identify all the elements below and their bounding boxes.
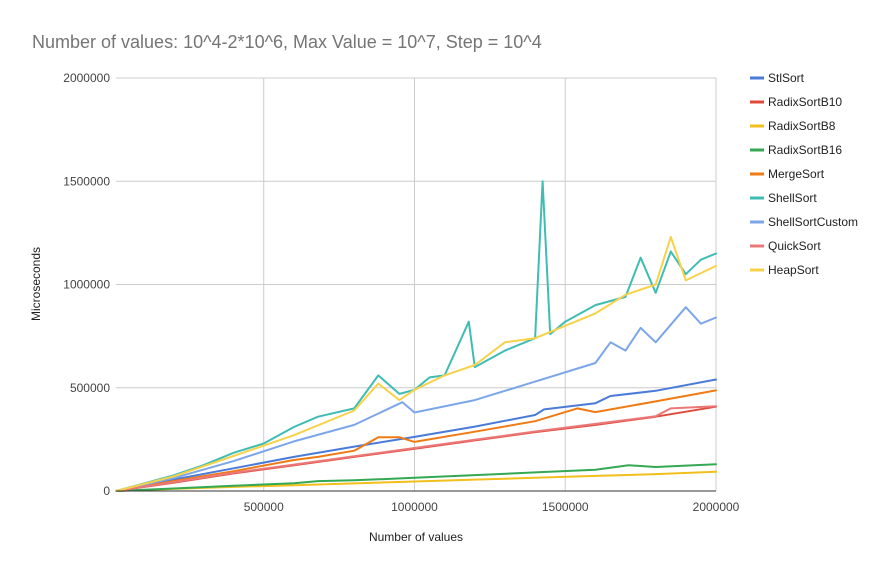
x-tick-label: 1500000 xyxy=(542,500,589,514)
series-line-mergesort xyxy=(115,389,717,492)
series-line-shellsortcustom xyxy=(115,306,717,492)
series-line-stlsort xyxy=(115,378,717,492)
series-line-radixsortb8 xyxy=(115,470,717,492)
x-tick-label: 2000000 xyxy=(693,500,740,514)
y-tick-label: 500000 xyxy=(70,381,110,395)
y-tick-label: 1000000 xyxy=(63,278,110,292)
legend-label-radixsortb8: RadixSortB8 xyxy=(768,119,836,133)
legend-label-stlsort: StlSort xyxy=(768,71,805,85)
series-line-shellsort xyxy=(115,180,717,492)
series-line-heapsort xyxy=(115,236,717,492)
y-tick-label: 1500000 xyxy=(63,174,110,188)
y-axis-title: Microseconds xyxy=(29,247,43,321)
legend-label-mergesort: MergeSort xyxy=(768,167,825,181)
y-tick-label: 2000000 xyxy=(63,71,110,85)
x-tick-label: 1000000 xyxy=(391,500,438,514)
chart-title: Number of values: 10^4-2*10^6, Max Value… xyxy=(32,32,542,52)
legend-label-quicksort: QuickSort xyxy=(768,239,821,253)
legend: StlSort RadixSortB10 RadixSortB8 RadixSortB… xyxy=(750,71,858,277)
legend-label-heapsort: HeapSort xyxy=(768,263,819,277)
tick-labels: 0 500000 1000000 1500000 2000000 500000 100000… xyxy=(63,71,739,514)
y-tick-label: 0 xyxy=(103,484,110,498)
legend-label-radixsortb16: RadixSortB16 xyxy=(768,143,842,157)
gridlines xyxy=(116,77,717,491)
x-tick-label: 500000 xyxy=(244,500,284,514)
series-lines xyxy=(115,180,717,492)
legend-label-shellsort: ShellSort xyxy=(768,191,817,205)
x-axis-title: Number of values xyxy=(369,530,463,544)
legend-label-radixsortb10: RadixSortB10 xyxy=(768,95,842,109)
legend-label-shellsortcustom: ShellSortCustom xyxy=(768,215,858,229)
series-line-quicksort xyxy=(115,405,717,492)
series-line-radixsortb16 xyxy=(115,463,717,492)
